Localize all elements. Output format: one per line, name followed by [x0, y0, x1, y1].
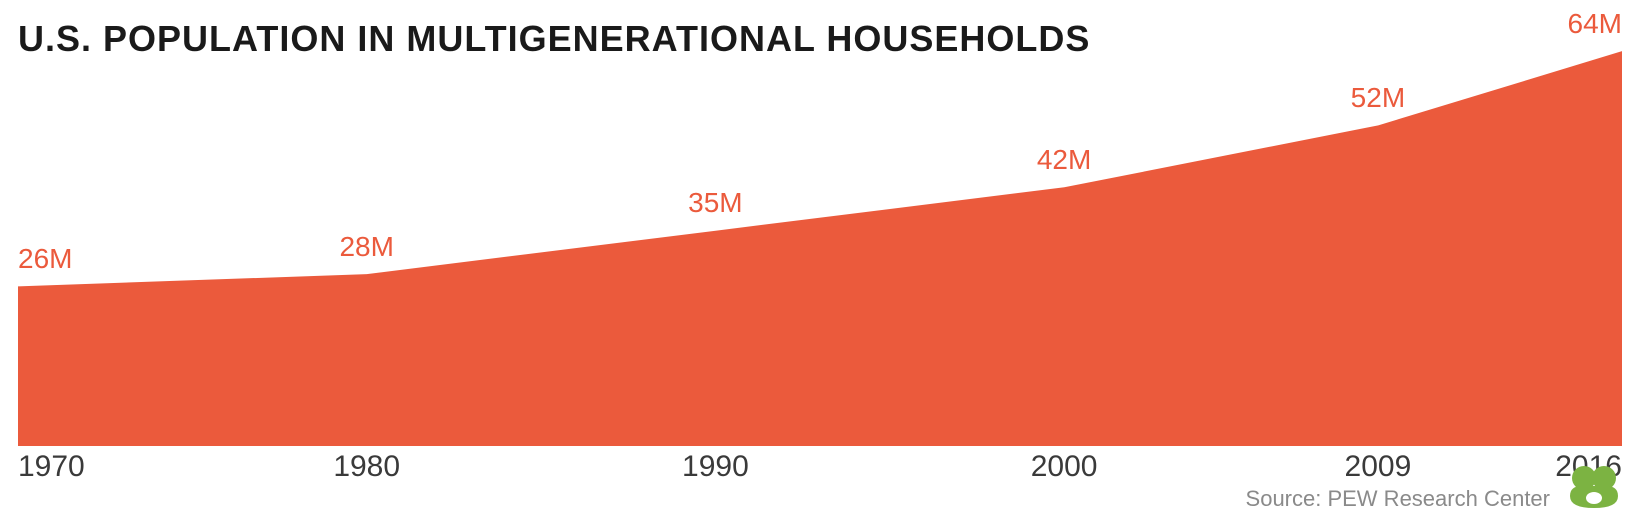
area-chart: 26M 28M 35M 42M 52M 64M [18, 0, 1622, 446]
x-axis: 197019801990200020092016 [18, 450, 1622, 490]
data-label: 35M [688, 187, 742, 219]
x-tick: 2000 [1031, 450, 1098, 484]
data-label: 28M [339, 231, 393, 263]
data-label: 52M [1351, 82, 1405, 114]
data-label: 42M [1037, 144, 1091, 176]
x-tick: 1970 [18, 450, 85, 484]
data-label: 26M [18, 243, 72, 275]
x-tick: 1980 [333, 450, 400, 484]
x-tick: 1990 [682, 450, 749, 484]
data-label: 64M [1568, 8, 1622, 40]
source-attribution: Source: PEW Research Center [1246, 486, 1550, 512]
x-tick: 2009 [1345, 450, 1412, 484]
brand-logo-icon [1562, 464, 1626, 512]
